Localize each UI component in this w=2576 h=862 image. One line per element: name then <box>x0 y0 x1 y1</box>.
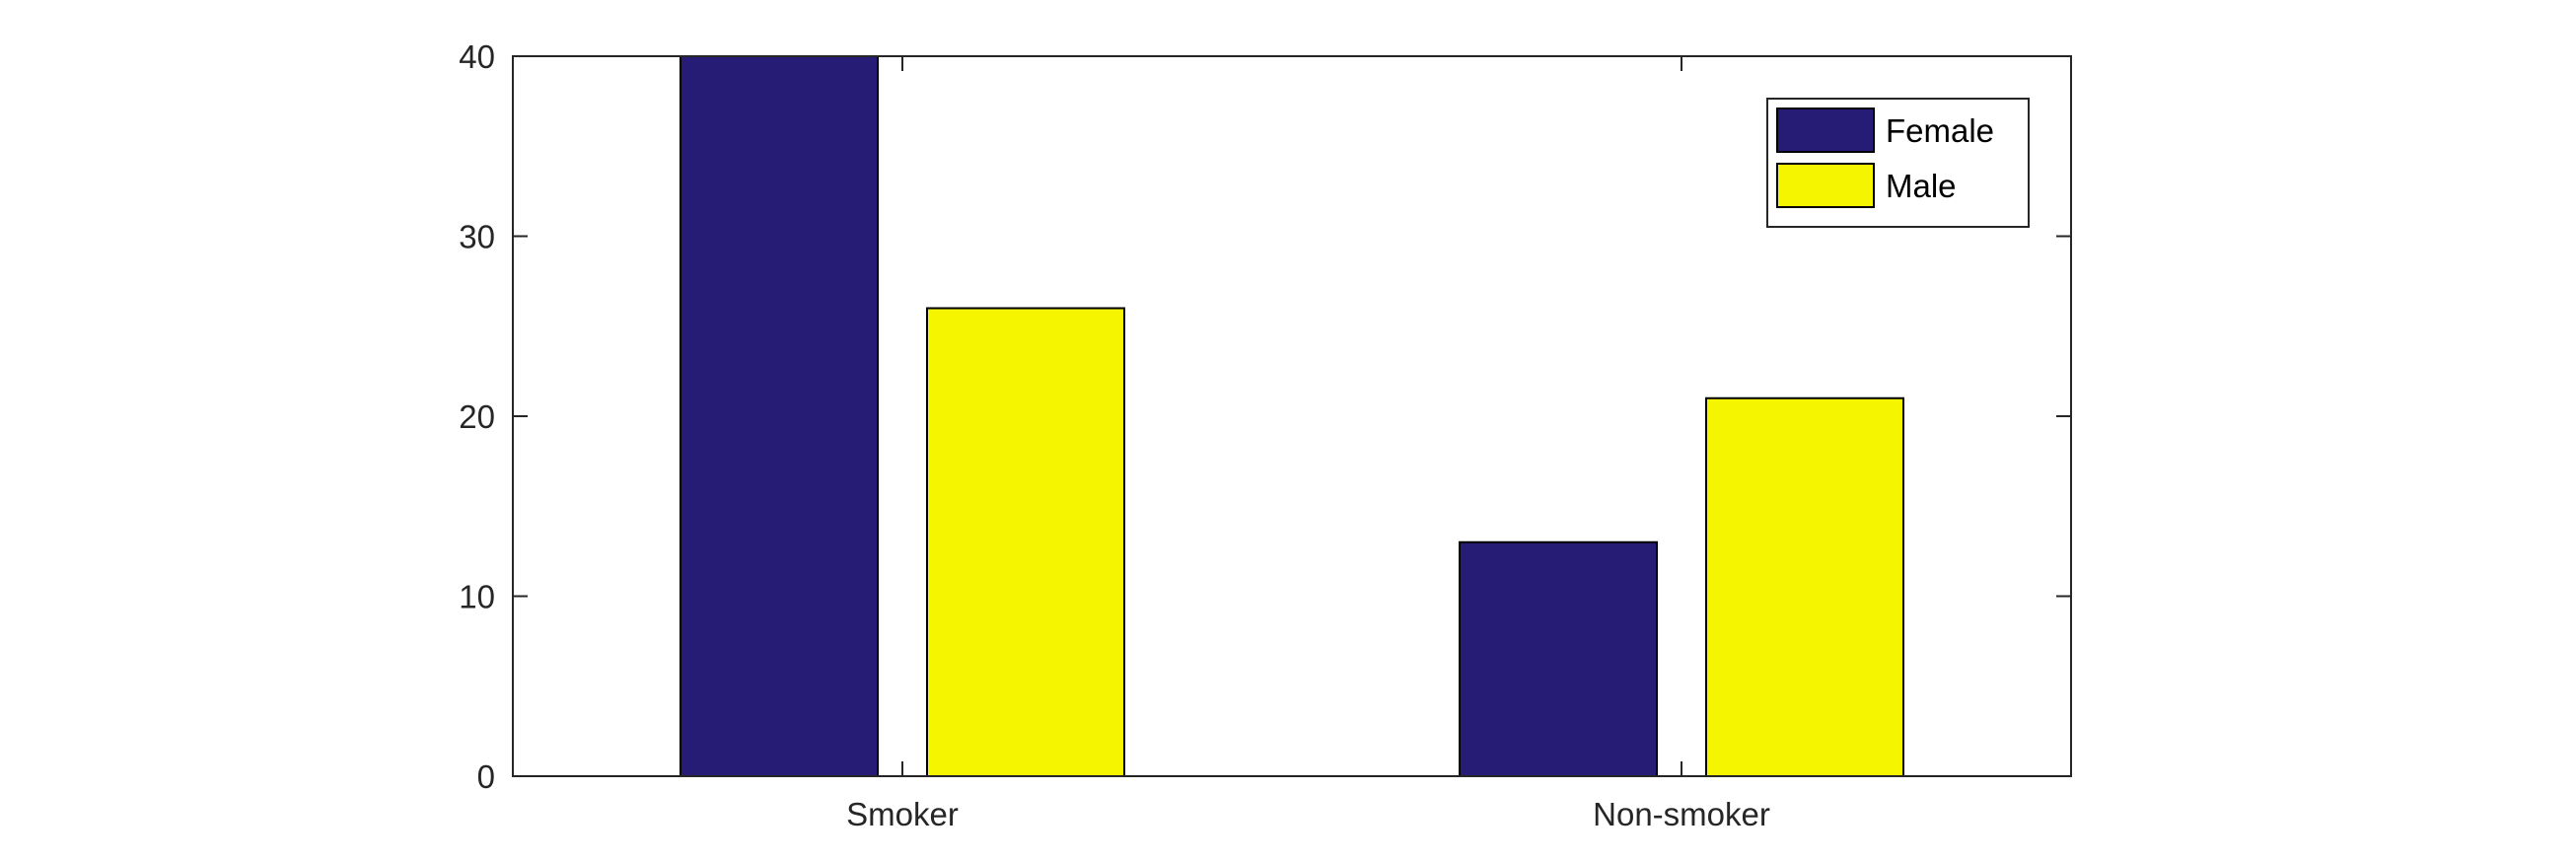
bars-group <box>680 55 1904 777</box>
legend: Female Male <box>1766 98 2030 228</box>
bar-female-smoker <box>680 55 879 777</box>
axes-group: 0 10 20 30 40 Smoker Non-smoker <box>459 38 2072 832</box>
y-tick-label-40: 40 <box>459 38 495 75</box>
x-tick-label-smoker: Smoker <box>846 796 959 832</box>
y-tick-label-0: 0 <box>477 758 495 795</box>
x-tick-label-non-smoker: Non-smoker <box>1593 796 1770 832</box>
y-tick-label-20: 20 <box>459 398 495 435</box>
y-tick-label-30: 30 <box>459 219 495 255</box>
legend-swatch-male <box>1776 163 1875 208</box>
bar-male-smoker <box>926 307 1125 777</box>
legend-label-male: Male <box>1886 168 1957 204</box>
legend-swatch-female <box>1776 108 1875 153</box>
bar-male-non-smoker <box>1705 396 1904 777</box>
legend-label-female: Female <box>1886 112 1994 149</box>
y-tick-label-10: 10 <box>459 579 495 615</box>
bar-female-non-smoker <box>1459 540 1658 777</box>
